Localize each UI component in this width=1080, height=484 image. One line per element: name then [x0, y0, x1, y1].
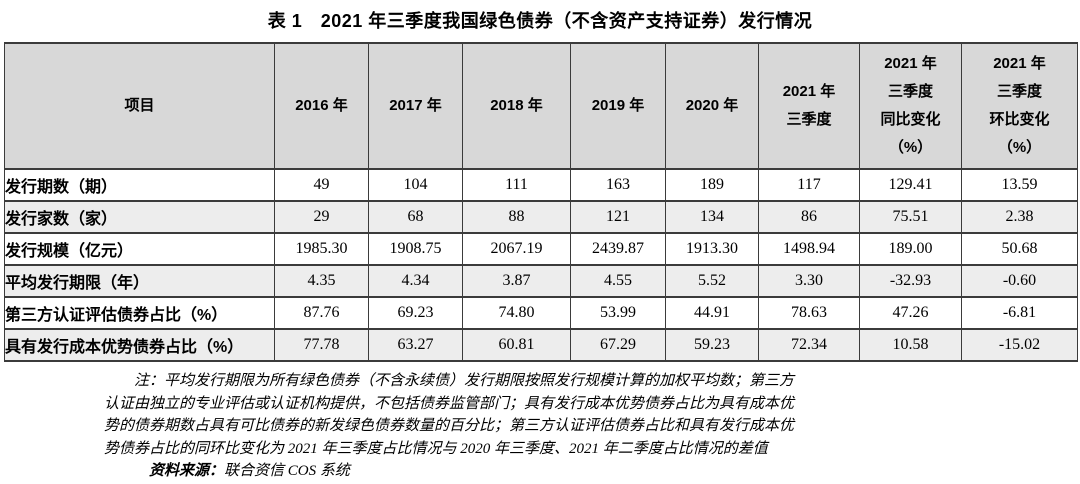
column-header-2016: 2016 年 [274, 42, 369, 170]
table-cell: 29 [274, 200, 369, 234]
table-cell: 75.51 [859, 200, 962, 234]
table-cell: 189.00 [859, 232, 962, 266]
table-notes: 注：平均发行期限为所有绿色债券（不含永续债）发行期限按照发行规模计算的加权平均数… [104, 370, 1004, 483]
note-line: 势的债券期数占具有可比债券的新发绿色债券数量的百分比；第三方认证评估债券占比和具… [104, 418, 795, 434]
table-cell: 4.55 [570, 264, 666, 298]
source-label: 资料来源： [149, 463, 225, 479]
table-cell: 1908.75 [368, 232, 463, 266]
table-cell: 189 [665, 168, 759, 202]
row-label: 发行规模（亿元） [4, 232, 275, 266]
header-row: 项目 2016 年 2017 年 2018 年 2019 年 2020 年 20… [4, 42, 1078, 170]
table-cell: -15.02 [961, 328, 1078, 362]
table-cell: 44.91 [665, 296, 759, 330]
column-header-yoy-change: 2021 年 三季度 同比变化 （%） [859, 42, 962, 170]
table-cell: 72.34 [758, 328, 860, 362]
table-title: 表 1 2021 年三季度我国绿色债券（不含资产支持证券）发行情况 [267, 11, 813, 31]
table-cell: 4.35 [274, 264, 369, 298]
table-cell: 63.27 [368, 328, 463, 362]
table-row-issue-scale: 发行规模（亿元） 1985.30 1908.75 2067.19 2439.87… [4, 232, 1078, 266]
column-header-2017: 2017 年 [368, 42, 463, 170]
table-cell: 1913.30 [665, 232, 759, 266]
table-cell: 13.59 [961, 168, 1078, 202]
row-label: 具有发行成本优势债券占比（%） [4, 328, 275, 362]
table-cell: 2.38 [961, 200, 1078, 234]
table-cell: -6.81 [961, 296, 1078, 330]
column-header-qoq-change: 2021 年 三季度 环比变化 （%） [961, 42, 1078, 170]
table-cell: 104 [368, 168, 463, 202]
note-line: 势债券占比的同环比变化为 2021 年三季度占比情况与 2020 年三季度、20… [104, 440, 768, 457]
green-bond-issuance-table: 项目 2016 年 2017 年 2018 年 2019 年 2020 年 20… [4, 42, 1078, 362]
column-header-2020: 2020 年 [665, 42, 759, 170]
row-label: 平均发行期限（年） [4, 264, 275, 298]
table-cell: 78.63 [758, 296, 860, 330]
source-line: 资料来源：联合资信 COS 系统 [104, 460, 1004, 483]
table-cell: 88 [462, 200, 571, 234]
table-cell: 49 [274, 168, 369, 202]
table-header: 项目 2016 年 2017 年 2018 年 2019 年 2020 年 20… [4, 42, 1078, 170]
table-cell: 121 [570, 200, 666, 234]
table-cell: 111 [462, 168, 571, 202]
table-cell: 47.26 [859, 296, 962, 330]
table-cell: 10.58 [859, 328, 962, 362]
column-header-2018: 2018 年 [462, 42, 571, 170]
table-cell: 129.41 [859, 168, 962, 202]
table-cell: 87.76 [274, 296, 369, 330]
table-cell: 86 [758, 200, 860, 234]
table-cell: 117 [758, 168, 860, 202]
table-cell: 163 [570, 168, 666, 202]
table-cell: 53.99 [570, 296, 666, 330]
source-text: 联合资信 COS 系统 [224, 463, 350, 479]
table-cell: 2439.87 [570, 232, 666, 266]
table-row-issuer-count: 发行家数（家） 29 68 88 121 134 86 75.51 2.38 [4, 200, 1078, 234]
table-cell: 3.30 [758, 264, 860, 298]
table-cell: 134 [665, 200, 759, 234]
row-label: 发行家数（家） [4, 200, 275, 234]
table-cell: 4.34 [368, 264, 463, 298]
table-cell: -0.60 [961, 264, 1078, 298]
column-header-2021q3: 2021 年 三季度 [758, 42, 860, 170]
table-row-cost-advantage-ratio: 具有发行成本优势债券占比（%） 77.78 63.27 60.81 67.29 … [4, 328, 1078, 362]
table-cell: 2067.19 [462, 232, 571, 266]
row-label: 发行期数（期） [4, 168, 275, 202]
note-line: 注：平均发行期限为所有绿色债券（不含永续债）发行期限按照发行规模计算的加权平均数… [134, 373, 795, 389]
table-cell: 77.78 [274, 328, 369, 362]
row-label: 第三方认证评估债券占比（%） [4, 296, 275, 330]
column-header-2019: 2019 年 [570, 42, 666, 170]
table-cell: 1985.30 [274, 232, 369, 266]
table-cell: 1498.94 [758, 232, 860, 266]
table-cell: 60.81 [462, 328, 571, 362]
column-header-item: 项目 [4, 42, 275, 170]
note-line: 认证由独立的专业评估或认证机构提供，不包括债券监管部门；具有发行成本优势债券占比… [104, 395, 795, 412]
table-cell: 74.80 [462, 296, 571, 330]
table-cell: 67.29 [570, 328, 666, 362]
table-cell: 5.52 [665, 264, 759, 298]
table-cell: 3.87 [462, 264, 571, 298]
table-cell: -32.93 [859, 264, 962, 298]
table-body: 发行期数（期） 49 104 111 163 189 117 129.41 13… [4, 168, 1078, 362]
table-row-issue-count: 发行期数（期） 49 104 111 163 189 117 129.41 13… [4, 168, 1078, 202]
table-cell: 68 [368, 200, 463, 234]
table-row-average-tenor: 平均发行期限（年） 4.35 4.34 3.87 4.55 5.52 3.30 … [4, 264, 1078, 298]
table-cell: 59.23 [665, 328, 759, 362]
table-cell: 50.68 [961, 232, 1078, 266]
table-cell: 69.23 [368, 296, 463, 330]
table-row-third-party-certified-ratio: 第三方认证评估债券占比（%） 87.76 69.23 74.80 53.99 4… [4, 296, 1078, 330]
